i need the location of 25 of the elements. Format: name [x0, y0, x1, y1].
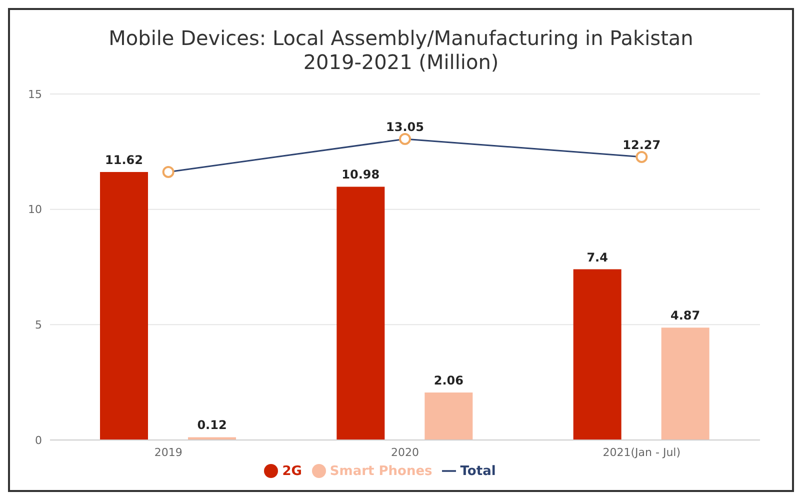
- x-tick-label: 2020: [391, 446, 419, 459]
- bar: [336, 186, 385, 440]
- y-tick-label: 0: [35, 434, 42, 447]
- data-label: 10.98: [342, 168, 380, 182]
- legend-label: Total: [460, 464, 496, 479]
- data-label: 0.12: [197, 418, 227, 432]
- chart-title: Mobile Devices: Local Assembly/Manufacturing in Pakistan 2019-2021 (Million): [108, 26, 694, 74]
- y-tick-label: 10: [28, 203, 42, 216]
- data-label: 2.06: [434, 373, 464, 388]
- bar: [100, 172, 148, 440]
- legend-label: 2G: [282, 464, 302, 479]
- data-label: 4.87: [670, 308, 700, 323]
- data-label: 13.05: [386, 120, 424, 134]
- x-tick-label: 2019: [154, 446, 182, 459]
- bar: [573, 269, 622, 440]
- legend-label: Smart Phones: [330, 464, 432, 479]
- bar: [424, 392, 473, 440]
- x-tick-label: 2021(Jan - Jul): [602, 446, 681, 459]
- y-tick-label: 5: [35, 318, 42, 332]
- data-label: 11.62: [105, 152, 143, 167]
- data-label: 7.4: [586, 250, 608, 264]
- y-tick-label: 15: [28, 88, 42, 101]
- bar: [661, 328, 710, 440]
- bar: [188, 437, 236, 440]
- data-label: 12.27: [622, 138, 661, 152]
